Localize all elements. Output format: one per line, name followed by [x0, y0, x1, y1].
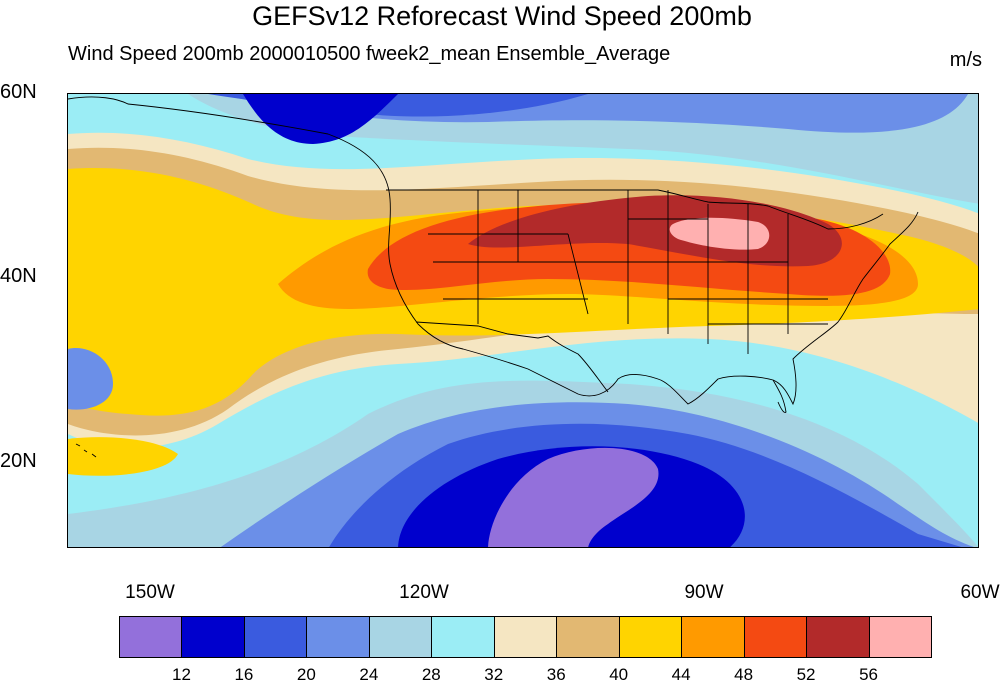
- colorbar-tick-label: 20: [296, 665, 316, 684]
- colorbar-swatch: [181, 616, 245, 658]
- colorbar-swatch: [743, 616, 808, 658]
- colorbar-swatch: [431, 616, 495, 658]
- lat-label-60n: 60N: [0, 81, 37, 103]
- colorbar-swatch: [681, 616, 745, 658]
- wind-speed-contour-map: [68, 94, 978, 547]
- colorbar-tick-label: 12: [171, 665, 191, 684]
- colorbar-tick-label: 56: [859, 665, 878, 684]
- colorbar-swatch: [368, 616, 433, 658]
- colorbar-swatch: [618, 616, 683, 658]
- lon-label-90w: 90W: [684, 582, 724, 603]
- colorbar-swatch: [806, 616, 870, 658]
- colorbar-tick-label: 36: [546, 665, 566, 684]
- colorbar-tick-label: 40: [609, 665, 629, 684]
- band-24-28-west: [68, 348, 113, 410]
- lat-label-20n: 20N: [0, 450, 37, 472]
- florida-outline: [772, 379, 787, 413]
- lat-label-40n: 40N: [0, 265, 37, 287]
- coastline: [68, 96, 919, 406]
- band-60-plus: [669, 217, 770, 250]
- colorbar-tick-label: 28: [421, 665, 441, 684]
- map-subtitle: Wind Speed 200mb 2000010500 fweek2_mean …: [68, 43, 671, 65]
- colorbar-swatch: [493, 616, 558, 658]
- colorbar-tick-label: 48: [734, 665, 754, 684]
- state-boundaries: [428, 190, 828, 354]
- band-44-48-hawaii: [68, 437, 178, 476]
- lon-label-60w: 60W: [960, 582, 1000, 603]
- colorbar-swatch: [868, 616, 932, 658]
- band-16-20-north: [243, 94, 398, 144]
- colorbar: [119, 616, 932, 658]
- colorbar-tick-label: 52: [796, 665, 816, 684]
- hawaii-outline: [75, 443, 97, 458]
- colorbar-tick-label: 24: [359, 665, 379, 684]
- map-plot: [67, 93, 979, 548]
- band-12-16-south: [488, 447, 659, 547]
- colorbar-tick-label: 44: [671, 665, 691, 684]
- boundary-lines: [68, 96, 919, 458]
- lon-label-150w: 150W: [125, 582, 175, 603]
- map-title: GEFSv12 Reforecast Wind Speed 200mb: [252, 1, 752, 31]
- colorbar-swatch: [119, 616, 183, 658]
- colorbar-swatch: [306, 616, 370, 658]
- colorbar-swatch: [556, 616, 620, 658]
- colorbar-tick-label: 16: [234, 665, 254, 684]
- colorbar-swatch: [243, 616, 308, 658]
- colorbar-tick-label: 32: [484, 665, 504, 684]
- lon-label-120w: 120W: [399, 582, 449, 603]
- us-canada-border: [386, 189, 884, 230]
- units-label: m/s: [949, 49, 982, 71]
- us-mexico-border: [415, 321, 609, 393]
